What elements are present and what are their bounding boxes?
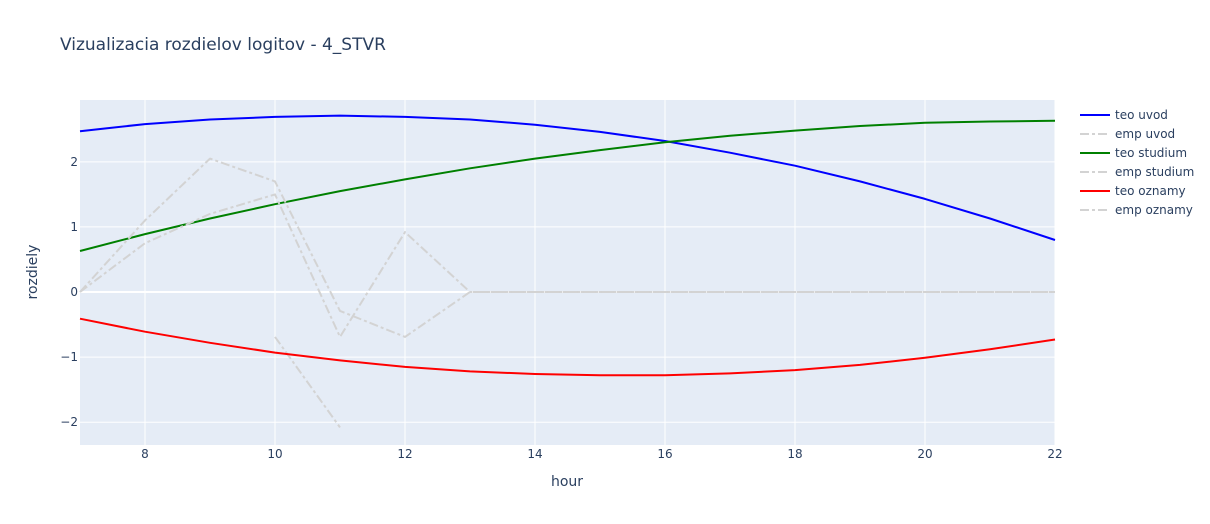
x-tick-labels: 8 10 12 14 16 18 20 22 — [141, 447, 1062, 461]
x-tick-label: 12 — [397, 447, 412, 461]
y-tick-label: −1 — [60, 350, 78, 364]
y-tick-labels: −2 −1 0 1 2 — [60, 155, 78, 429]
y-tick-label: 2 — [70, 155, 78, 169]
x-tick-label: 14 — [527, 447, 542, 461]
legend-label-emp-oznamy[interactable]: emp oznamy — [1115, 203, 1193, 217]
series-lines — [79, 114, 1056, 428]
x-tick-label: 8 — [141, 447, 149, 461]
series-line-teo-oznamy — [79, 317, 1056, 377]
legend-label-emp-studium[interactable]: emp studium — [1115, 165, 1194, 179]
x-tick-label: 16 — [657, 447, 672, 461]
x-tick-label: 22 — [1047, 447, 1062, 461]
y-tick-label: −2 — [60, 415, 78, 429]
y-tick-label: 1 — [70, 220, 78, 234]
series-line-emp-studium — [79, 157, 1055, 338]
x-tick-label: 10 — [267, 447, 282, 461]
plot-area — [80, 100, 1055, 445]
legend-label-emp-uvod[interactable]: emp uvod — [1115, 127, 1175, 141]
chart-title: Vizualizacia rozdielov logitov - 4_STVR — [60, 35, 386, 55]
x-tick-label: 20 — [917, 447, 932, 461]
legend-label-teo-uvod[interactable]: teo uvod — [1115, 108, 1168, 122]
y-tick-label: 0 — [70, 285, 78, 299]
legend-label-teo-oznamy[interactable]: teo oznamy — [1115, 184, 1186, 198]
series-line-teo-studium — [79, 119, 1056, 252]
legend-label-teo-studium[interactable]: teo studium — [1115, 146, 1187, 160]
legend[interactable]: teo uvod emp uvod teo studium emp studium te… — [1080, 108, 1194, 217]
series-line-teo-uvod — [79, 114, 1056, 241]
series-line-emp-oznamy — [79, 193, 1055, 338]
y-axis-title: rozdiely — [25, 245, 41, 300]
x-tick-label: 18 — [787, 447, 802, 461]
series-line-emp-uvod — [274, 336, 341, 428]
x-axis-title: hour — [551, 474, 583, 490]
grid — [80, 100, 1056, 445]
